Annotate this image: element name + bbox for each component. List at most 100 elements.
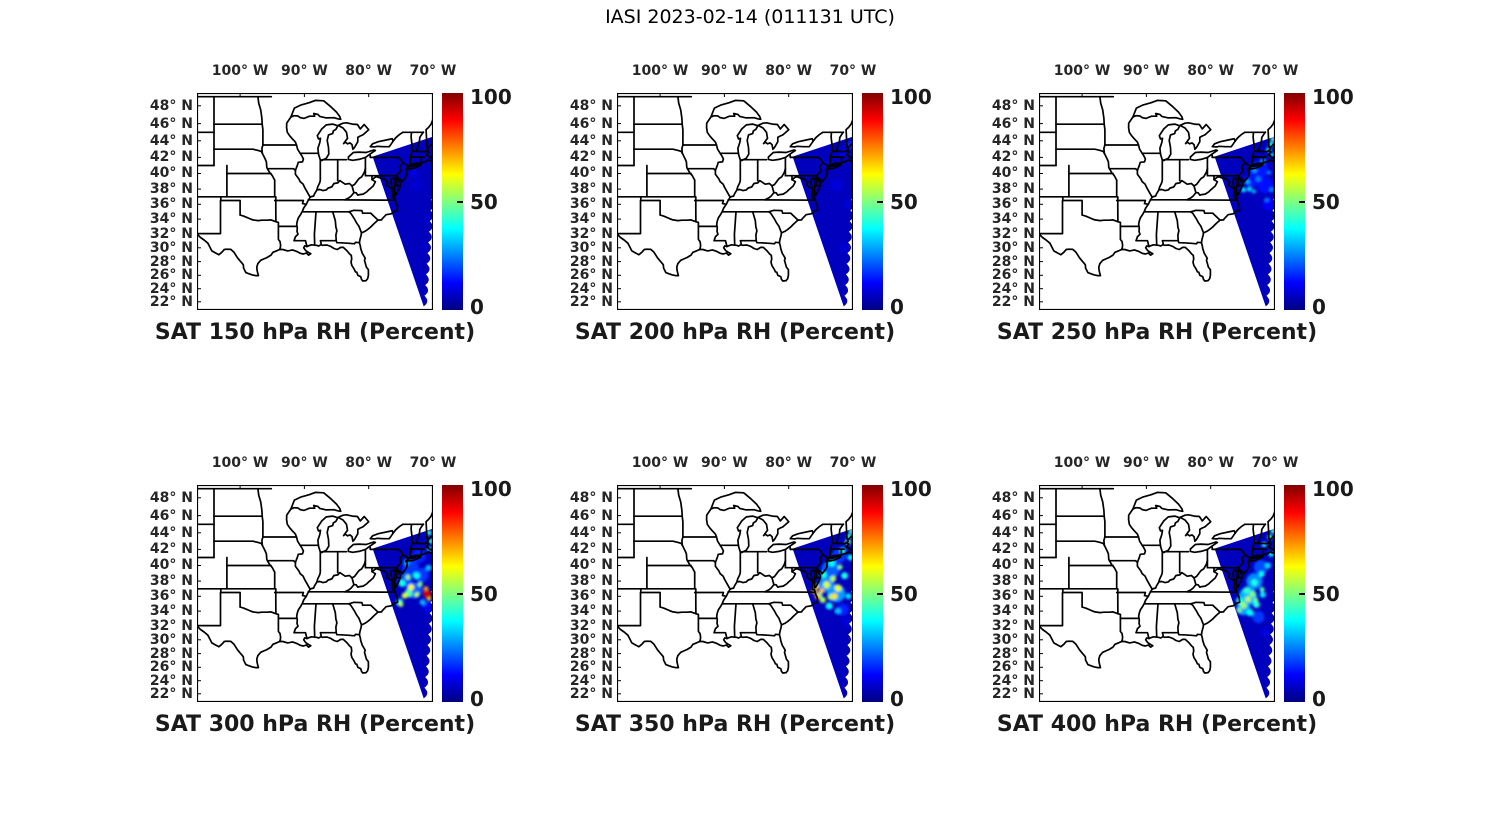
y-tick-label: 22° N — [149, 685, 193, 702]
x-tick-label: 90° W — [280, 63, 328, 79]
state-borders — [1039, 95, 1275, 282]
y-tick-label: 32° N — [991, 617, 1035, 634]
x-tick-label: 100° W — [1053, 63, 1111, 79]
y-tick-label: 30° N — [569, 631, 613, 648]
colorbar-label-100: 100 — [890, 477, 932, 501]
y-tick-label: 30° N — [991, 239, 1035, 256]
map-frame — [617, 485, 853, 702]
y-tick-label: 42° N — [991, 541, 1035, 558]
y-tick-label: 46° N — [569, 507, 613, 524]
colorbar-label-100: 100 — [1312, 85, 1354, 109]
colorbar-tick-50 — [877, 593, 883, 595]
y-tick-label: 22° N — [569, 685, 613, 702]
y-tick-label: 36° N — [149, 196, 193, 213]
colorbar-label-0: 0 — [470, 687, 484, 711]
y-tick-label: 28° N — [569, 645, 613, 662]
y-tick-label: 22° N — [991, 685, 1035, 702]
y-tick-label: 26° N — [149, 659, 193, 676]
colorbar — [862, 485, 883, 702]
y-tick-label: 28° N — [991, 253, 1035, 270]
colorbar — [1284, 485, 1305, 702]
us-map — [1039, 485, 1275, 702]
y-tick-label: 24° N — [991, 672, 1035, 689]
axis-ticks — [197, 485, 370, 695]
x-tick-label: 90° W — [280, 455, 328, 471]
colorbar-tick-50 — [457, 201, 463, 203]
colorbar-label-50: 50 — [890, 190, 918, 214]
x-tick-label: 100° W — [631, 63, 689, 79]
panel-250hpa: 100° W 90° W 80° W 70° W 48° N 46° N 44° N 42° … — [842, 0, 1362, 392]
y-tick-label: 44° N — [991, 132, 1035, 149]
y-tick-label: 30° N — [991, 631, 1035, 648]
map-frame — [1039, 93, 1275, 310]
panel-title: SAT 350 hPa RH (Percent) — [574, 712, 896, 737]
y-tick-label: 26° N — [569, 659, 613, 676]
y-tick-label: 28° N — [149, 253, 193, 270]
y-tick-label: 36° N — [149, 588, 193, 605]
colorbar-label-100: 100 — [890, 85, 932, 109]
panel-200hpa: 100° W 90° W 80° W 70° W 48° N 46° N 44° N 42° … — [420, 0, 940, 392]
y-tick-label: 36° N — [569, 196, 613, 213]
y-tick-label: 40° N — [991, 557, 1035, 574]
colorbar — [442, 93, 463, 310]
satellite-swath — [372, 136, 433, 307]
y-tick-label: 46° N — [991, 507, 1035, 524]
x-tick-label: 100° W — [1053, 455, 1111, 471]
panel-title: SAT 150 hPa RH (Percent) — [154, 320, 476, 345]
x-tick-label: 90° W — [700, 455, 748, 471]
colorbar-label-100: 100 — [1312, 477, 1354, 501]
colorbar — [442, 485, 463, 702]
colorbar-label-50: 50 — [1312, 582, 1340, 606]
panel-300hpa: 100° W 90° W 80° W 70° W 48° N 46° N 44° N 42° … — [0, 392, 520, 784]
y-tick-label: 40° N — [149, 165, 193, 182]
us-map — [617, 93, 853, 310]
panel-title: SAT 400 hPa RH (Percent) — [996, 712, 1318, 737]
map-frame — [197, 93, 433, 310]
x-tick-label: 70° W — [1251, 63, 1299, 79]
y-tick-label: 36° N — [569, 588, 613, 605]
y-tick-label: 26° N — [149, 267, 193, 284]
y-tick-label: 34° N — [991, 211, 1035, 228]
y-tick-label: 46° N — [991, 115, 1035, 132]
y-tick-label: 24° N — [149, 280, 193, 297]
y-tick-label: 32° N — [149, 225, 193, 242]
y-tick-label: 42° N — [569, 541, 613, 558]
colorbar — [1284, 93, 1305, 310]
x-tick-label: 80° W — [1187, 63, 1235, 79]
state-borders — [1039, 487, 1275, 674]
y-tick-label: 26° N — [569, 267, 613, 284]
colorbar — [862, 93, 883, 310]
x-tick-label: 80° W — [345, 63, 393, 79]
y-tick-label: 38° N — [991, 181, 1035, 198]
y-tick-label: 32° N — [149, 617, 193, 634]
y-tick-label: 48° N — [149, 97, 193, 114]
colorbar-label-50: 50 — [470, 190, 498, 214]
state-borders — [197, 95, 433, 282]
colorbar-label-0: 0 — [890, 687, 904, 711]
x-tick-label: 90° W — [1122, 455, 1170, 471]
y-tick-label: 30° N — [149, 631, 193, 648]
y-tick-label: 40° N — [569, 557, 613, 574]
panel-150hpa: 100° W 90° W 80° W 70° W 48° N 46° N 44° N 42° … — [0, 0, 520, 392]
colorbar-label-100: 100 — [470, 477, 512, 501]
map-frame — [617, 93, 853, 310]
us-map — [197, 93, 433, 310]
figure-title: IASI 2023-02-14 (011131 UTC) — [605, 6, 895, 28]
panel-title: SAT 300 hPa RH (Percent) — [154, 712, 476, 737]
y-tick-label: 48° N — [149, 489, 193, 506]
y-tick-label: 34° N — [569, 603, 613, 620]
colorbar-label-0: 0 — [1312, 295, 1326, 319]
colorbar-tick-50 — [457, 593, 463, 595]
map-frame — [1039, 485, 1275, 702]
y-tick-label: 42° N — [991, 149, 1035, 166]
y-tick-label: 26° N — [991, 659, 1035, 676]
x-tick-label: 70° W — [409, 455, 457, 471]
us-map — [197, 485, 433, 702]
y-tick-label: 24° N — [149, 672, 193, 689]
map-frame — [197, 485, 433, 702]
y-tick-label: 40° N — [991, 165, 1035, 182]
x-tick-label: 80° W — [765, 63, 813, 79]
x-tick-label: 80° W — [1187, 455, 1235, 471]
y-tick-label: 32° N — [991, 225, 1035, 242]
axis-ticks — [197, 93, 370, 303]
